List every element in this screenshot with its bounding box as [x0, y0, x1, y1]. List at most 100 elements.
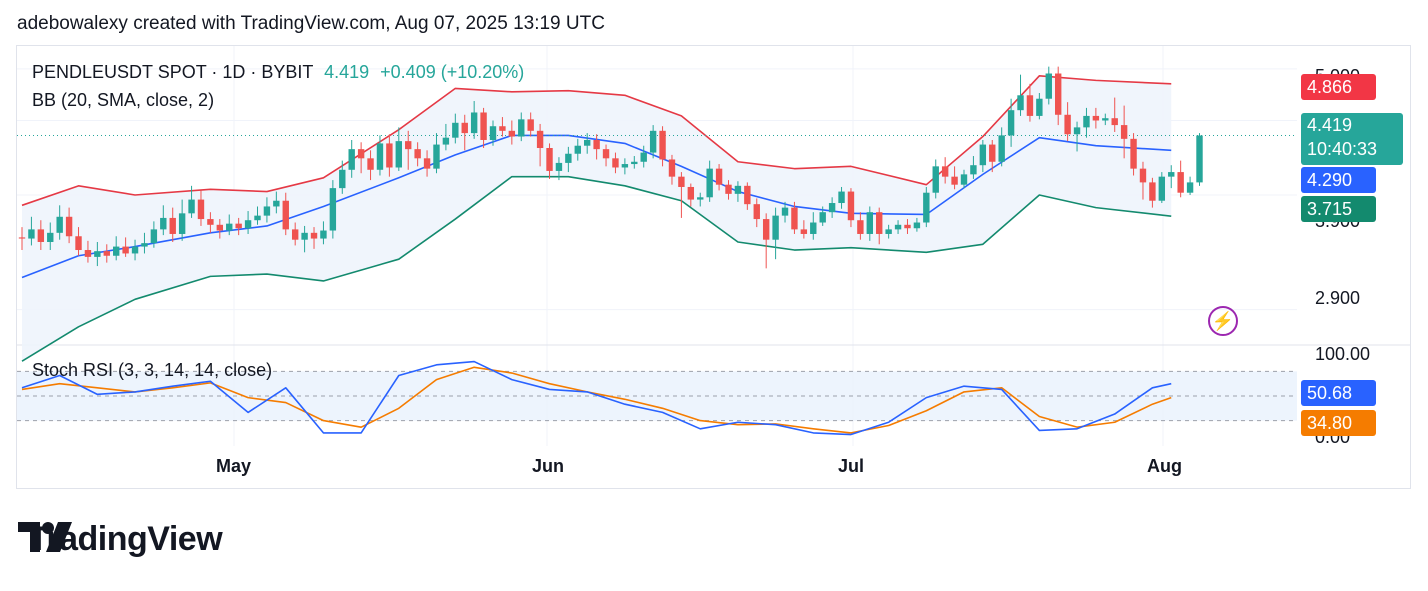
candle-body [1064, 114, 1071, 135]
candle-body [1168, 172, 1175, 177]
candle-body [508, 130, 516, 137]
candle-body [273, 200, 280, 207]
candle-body [499, 126, 506, 131]
chart-canvas[interactable] [17, 46, 1411, 489]
candle-body [291, 229, 299, 240]
tv-logo-icon [18, 522, 72, 552]
last-price-value: 4.419 [1307, 115, 1353, 135]
candle-body [461, 122, 468, 134]
candle-body [348, 149, 355, 170]
candle-body [649, 130, 657, 153]
candle-body [565, 153, 572, 163]
candle-body [178, 213, 186, 234]
candle-body [857, 220, 864, 234]
candle-body [489, 126, 497, 140]
candle-body [480, 112, 487, 140]
candle-body [433, 144, 440, 169]
candle-body [828, 203, 836, 213]
candle-body [1149, 182, 1156, 201]
candle-body [527, 119, 534, 131]
candle-body [357, 149, 365, 159]
candle-body [1120, 125, 1128, 139]
stoch-k-line [21, 360, 1172, 436]
candle-body [602, 149, 610, 159]
stoch-legend: Stoch RSI (3, 3, 14, 14, close) [32, 360, 273, 380]
candle-body [781, 207, 789, 216]
legend-change: +0.409 (+10.20%) [380, 62, 525, 82]
candle-body [254, 215, 261, 221]
candle-body [904, 224, 911, 229]
candle-body [894, 224, 902, 230]
candle-body [56, 216, 63, 233]
candle-body [94, 251, 101, 257]
candle-body [470, 112, 478, 134]
candle-body [631, 161, 638, 165]
candle-body [376, 143, 384, 170]
candle-body [75, 236, 82, 251]
candle-body [1045, 73, 1052, 99]
candle-body [207, 219, 214, 225]
tradingview-logo: TradingView [18, 520, 223, 559]
candle-body [263, 206, 271, 216]
candle-body [866, 212, 873, 234]
candle-body [659, 130, 666, 160]
candle-body [320, 230, 327, 239]
candle-body [1196, 135, 1203, 183]
bb-lower-line [21, 175, 1172, 362]
candle-body [923, 192, 930, 223]
attribution-header: adebowalexy created with TradingView.com… [17, 13, 605, 34]
candle-body [310, 232, 318, 239]
candle-body [989, 144, 996, 162]
candle-body [1186, 182, 1194, 193]
candle-body [329, 188, 337, 231]
candle-body [1158, 176, 1166, 201]
time-label-may: May [216, 456, 252, 476]
candle-body [1036, 98, 1043, 116]
time-label-aug: Aug [1147, 456, 1182, 476]
candle-body [65, 216, 73, 237]
lightning-icon[interactable]: ⚡ [1208, 306, 1238, 336]
countdown-timer: 10:40:33 [1307, 139, 1378, 159]
candle-body [546, 148, 553, 171]
candle-body [244, 220, 252, 229]
candle-body [951, 176, 958, 185]
candle-body [169, 217, 176, 234]
candle-body [640, 152, 647, 162]
stoch-k-tag: 50.68 [1301, 380, 1376, 406]
candle-body [819, 212, 826, 223]
bb-lower-tag: 3.715 [1301, 196, 1376, 222]
candle-body [1177, 172, 1184, 193]
candle-body [791, 207, 798, 230]
bb-legend: BB (20, SMA, close, 2) [32, 90, 215, 110]
candle-body [772, 215, 779, 240]
candle-body [1111, 118, 1118, 126]
candle-body [762, 219, 770, 240]
candle-body [838, 191, 845, 204]
candle-body [442, 137, 450, 145]
candle-body [37, 229, 45, 242]
candle-body [367, 158, 374, 170]
candle-body [518, 119, 525, 137]
candle-body [725, 184, 732, 194]
bb-upper-tag: 4.866 [1301, 74, 1376, 100]
candle-body [423, 158, 431, 169]
stoch-d-tag: 34.80 [1301, 410, 1376, 436]
candle-body [226, 223, 233, 231]
candle-body [18, 237, 26, 239]
candle-body [810, 222, 817, 234]
chart-area[interactable]: PENDLEUSDT SPOT · 1D · BYBIT 4.419 +0.40… [16, 45, 1411, 489]
candle-body [414, 149, 421, 159]
candle-body [188, 199, 195, 214]
candle-body [744, 185, 751, 205]
candle-body [593, 139, 600, 150]
candle-body [131, 246, 139, 254]
candle-body [1007, 110, 1015, 136]
candle-body [941, 166, 949, 177]
candle-body [932, 166, 939, 193]
candle-body [339, 169, 346, 189]
candle-body [584, 139, 591, 146]
candle-body [1102, 118, 1109, 121]
candle-body [668, 159, 676, 177]
candle-body [386, 143, 393, 168]
candle-body [800, 229, 808, 234]
